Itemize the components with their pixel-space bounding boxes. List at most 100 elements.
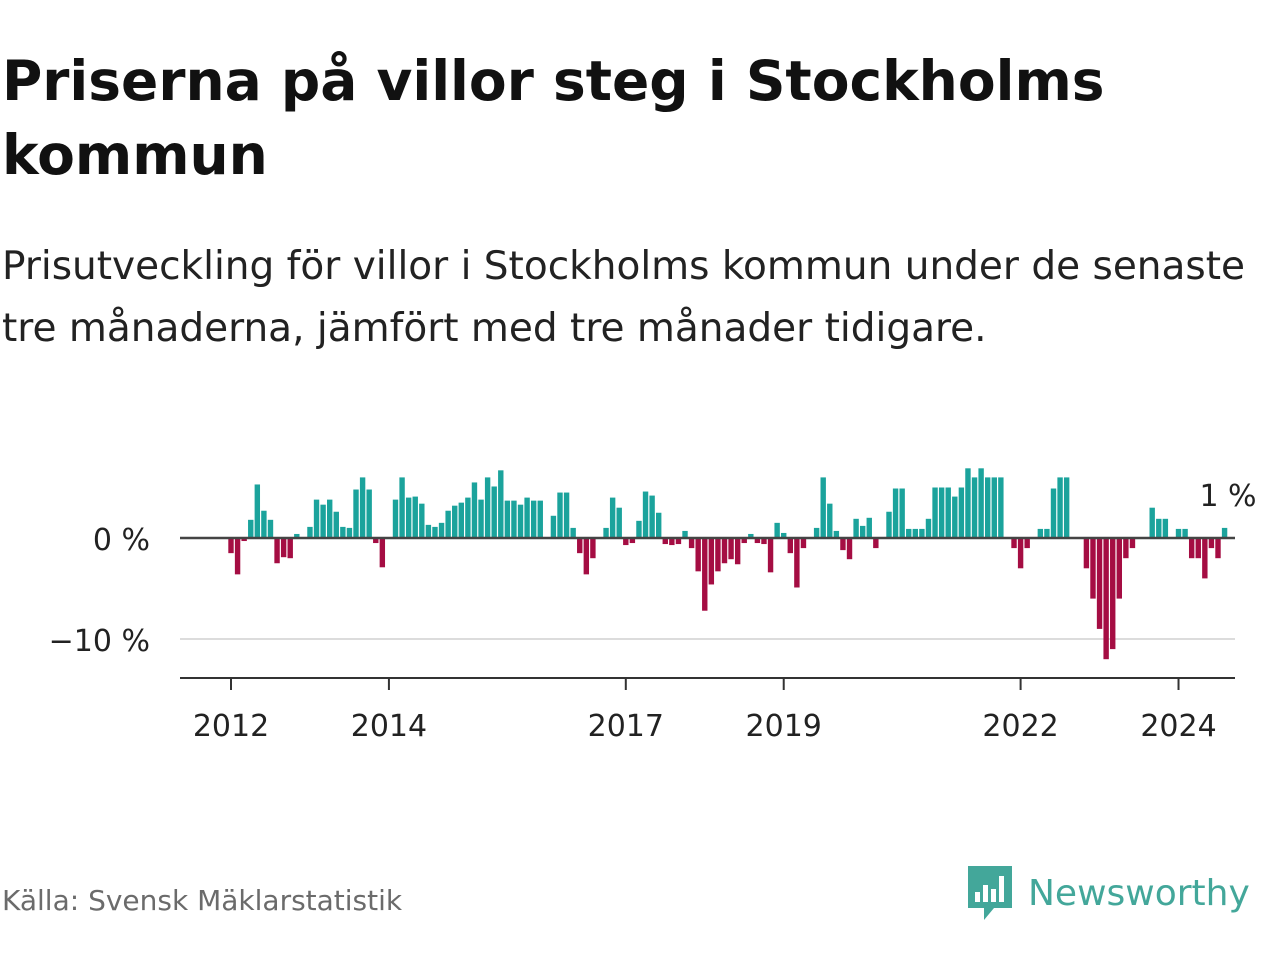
bar xyxy=(445,510,451,538)
bar xyxy=(925,518,932,538)
bar xyxy=(912,528,919,538)
bar xyxy=(313,499,320,538)
bar xyxy=(458,502,464,538)
bar xyxy=(859,525,866,538)
bar xyxy=(1090,538,1096,599)
bar xyxy=(583,538,590,575)
bar xyxy=(590,538,596,559)
bar xyxy=(340,526,346,538)
end-value-label: 1 % xyxy=(1199,479,1256,514)
bar xyxy=(978,468,984,538)
bar xyxy=(392,499,399,538)
bar xyxy=(327,499,333,538)
bar xyxy=(669,538,675,546)
bar xyxy=(524,497,530,538)
bar xyxy=(379,538,386,568)
x-tick-label: 2022 xyxy=(982,709,1058,744)
bar xyxy=(702,538,708,611)
bar xyxy=(1110,538,1116,650)
bar xyxy=(254,484,261,538)
bar-series xyxy=(228,468,1228,660)
bar xyxy=(432,526,438,538)
bar xyxy=(813,527,820,538)
bar xyxy=(892,488,899,538)
source-note: Källa: Svensk Mäklarstatistik xyxy=(2,884,403,917)
bar xyxy=(412,496,418,538)
bar xyxy=(820,477,826,538)
bar xyxy=(853,518,859,538)
bar xyxy=(767,538,774,573)
bar xyxy=(932,487,938,538)
bar xyxy=(794,538,800,588)
bar xyxy=(1011,538,1017,549)
y-tick-label: −10 % xyxy=(49,624,150,659)
bar xyxy=(267,519,274,538)
bar xyxy=(425,524,432,538)
bar xyxy=(787,538,793,554)
bar xyxy=(478,499,484,538)
bar xyxy=(715,538,721,572)
bar xyxy=(280,538,287,558)
bar xyxy=(938,487,945,538)
bar xyxy=(1050,488,1057,538)
bar xyxy=(1175,528,1182,538)
bar xyxy=(452,505,458,538)
bar xyxy=(958,487,965,538)
bar xyxy=(629,538,636,544)
bar xyxy=(1037,528,1044,538)
bar xyxy=(274,538,280,564)
bar xyxy=(530,500,537,538)
bar xyxy=(965,468,971,538)
bar xyxy=(919,528,925,538)
chart-title: Priserna på villor steg i Stockholms kom… xyxy=(2,49,1105,187)
bar xyxy=(906,528,912,538)
bar xyxy=(662,538,668,545)
bar xyxy=(1162,518,1169,538)
brand-logo: Newsworthy xyxy=(964,862,1250,924)
x-tick-label: 2014 xyxy=(351,709,427,744)
bar xyxy=(373,538,379,544)
bar xyxy=(800,538,807,549)
bar xyxy=(320,504,326,538)
bar xyxy=(366,489,372,538)
bar xyxy=(991,477,997,538)
bar xyxy=(741,538,747,544)
bar xyxy=(728,538,734,560)
bar xyxy=(846,538,853,560)
bar xyxy=(294,533,300,538)
bar xyxy=(471,482,478,538)
bar xyxy=(971,477,978,538)
bar xyxy=(248,519,254,538)
bar xyxy=(886,511,892,538)
y-tick-label: 0 % xyxy=(93,523,150,558)
bar xyxy=(748,533,754,538)
newsworthy-logo-icon xyxy=(968,866,1012,920)
x-tick-label: 2019 xyxy=(746,709,822,744)
bar xyxy=(695,538,701,572)
bar xyxy=(1195,538,1201,559)
bar xyxy=(234,538,241,575)
bar xyxy=(642,491,649,538)
bar xyxy=(623,538,629,546)
bar xyxy=(1116,538,1122,599)
bar xyxy=(1063,477,1070,538)
bar xyxy=(1057,477,1063,538)
bar xyxy=(491,486,497,538)
bar xyxy=(781,532,787,538)
bar xyxy=(1215,538,1221,559)
bar xyxy=(307,526,313,538)
bar xyxy=(1208,538,1215,549)
bar xyxy=(484,477,491,538)
bar xyxy=(1123,538,1129,559)
bar xyxy=(498,470,504,538)
bar xyxy=(754,538,761,544)
bar xyxy=(682,530,688,538)
bar xyxy=(228,538,234,554)
axes: 0 % −10 % 2012 2014 2017 2019 2022 2024 1 % xyxy=(49,479,1257,744)
bar xyxy=(405,497,412,538)
bar xyxy=(438,522,445,538)
bar xyxy=(656,512,662,538)
bar xyxy=(840,538,846,551)
bar xyxy=(1096,538,1103,629)
bar xyxy=(287,538,293,559)
